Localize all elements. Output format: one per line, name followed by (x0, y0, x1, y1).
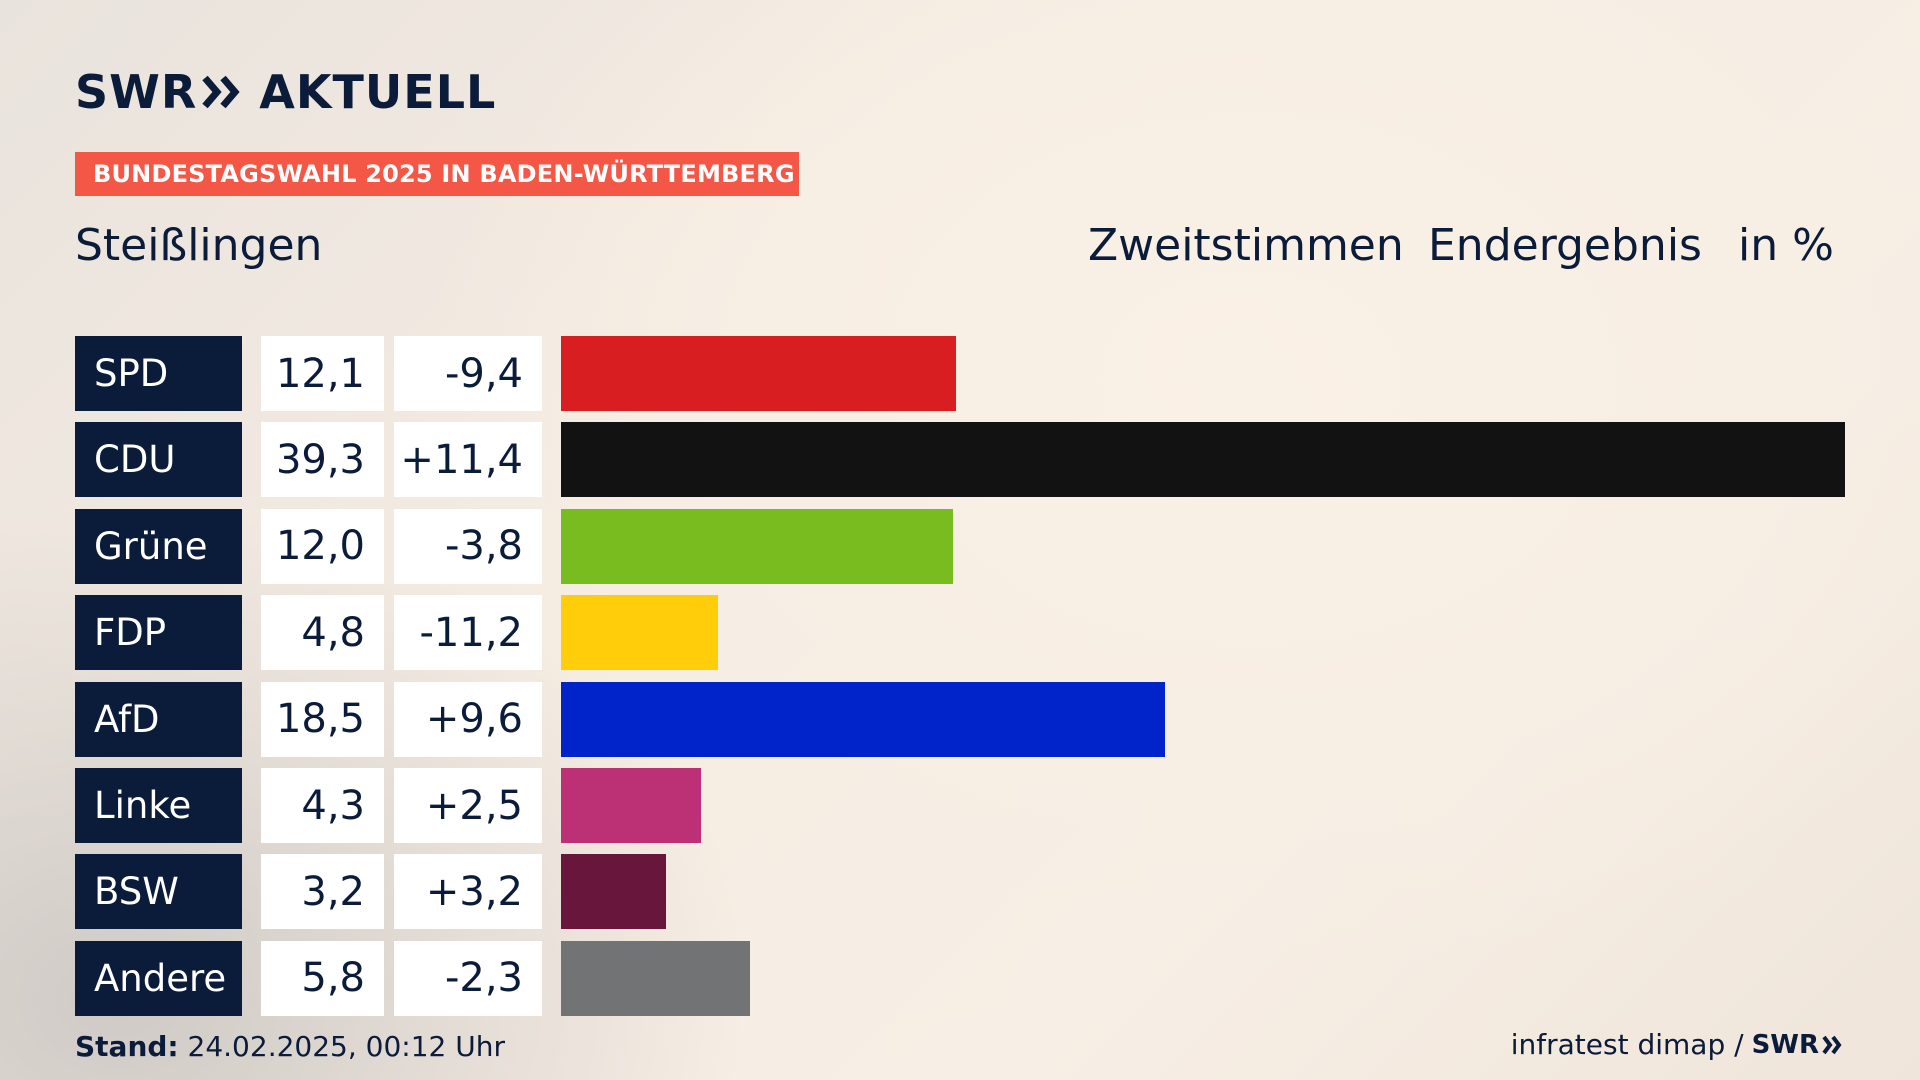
change-value: -11,2 (394, 595, 542, 671)
result-bar (561, 681, 1165, 757)
source-text: infratest dimap / (1510, 1028, 1744, 1061)
result-bar (561, 940, 750, 1016)
header-vote-type: Zweitstimmen (1088, 220, 1404, 271)
result-bar (561, 595, 718, 671)
swr-mini-logo: SWR (1752, 1030, 1844, 1060)
party-label: AfD (75, 681, 242, 757)
place-title: Steißlingen (75, 220, 323, 271)
result-row: Linke 4,3 +2,5 (75, 768, 1875, 843)
party-label: SPD (75, 336, 242, 411)
result-row: SPD 12,1 -9,4 (75, 336, 1875, 411)
change-value: -9,4 (394, 336, 542, 411)
vote-share-value: 3,2 (261, 854, 384, 930)
vote-share-value: 12,0 (261, 508, 384, 584)
result-bar (561, 422, 1845, 498)
vote-share-value: 12,1 (261, 336, 384, 411)
election-banner: BUNDESTAGSWAHL 2025 IN BADEN-WÜRTTEMBERG (75, 152, 799, 196)
result-row: Grüne 12,0 -3,8 (75, 508, 1875, 584)
result-bar (561, 508, 953, 584)
result-bar (561, 854, 666, 930)
party-label: Linke (75, 768, 242, 843)
party-label: BSW (75, 854, 242, 930)
result-row: FDP 4,8 -11,2 (75, 595, 1875, 671)
result-bar (561, 768, 701, 843)
change-value: +2,5 (394, 768, 542, 843)
logo-aktuell-text: AKTUELL (259, 65, 497, 119)
party-label: FDP (75, 595, 242, 671)
double-chevron-icon (202, 75, 240, 109)
change-value: -2,3 (394, 940, 542, 1016)
party-label: Andere (75, 940, 242, 1016)
vote-share-value: 4,3 (261, 768, 384, 843)
vote-share-value: 4,8 (261, 595, 384, 671)
stand-value: 24.02.2025, 00:12 Uhr (187, 1030, 505, 1063)
header-unit: in % (1738, 220, 1834, 271)
result-row: BSW 3,2 +3,2 (75, 854, 1875, 930)
vote-share-value: 39,3 (261, 422, 384, 498)
vote-share-value: 5,8 (261, 940, 384, 1016)
change-value: -3,8 (394, 508, 542, 584)
source-brand: SWR (1751, 1029, 1819, 1060)
timestamp: Stand: 24.02.2025, 00:12 Uhr (75, 1030, 505, 1063)
mini-double-chevron-icon (1822, 1035, 1842, 1054)
result-row: AfD 18,5 +9,6 (75, 681, 1875, 757)
result-bar (561, 336, 956, 411)
logo-swr-text: SWR (75, 65, 198, 119)
result-row: Andere 5,8 -2,3 (75, 940, 1875, 1016)
change-value: +3,2 (394, 854, 542, 930)
party-label: Grüne (75, 508, 242, 584)
source-credit: infratest dimap / SWR (1511, 1028, 1844, 1061)
change-value: +9,6 (394, 681, 542, 757)
header-status: Endergebnis (1428, 220, 1702, 271)
change-value: +11,4 (394, 422, 542, 498)
stand-label: Stand: (75, 1030, 179, 1063)
vote-share-value: 18,5 (261, 681, 384, 757)
party-label: CDU (75, 422, 242, 498)
swr-aktuell-logo: SWR AKTUELL (75, 62, 496, 122)
result-row: CDU 39,3 +11,4 (75, 422, 1875, 498)
